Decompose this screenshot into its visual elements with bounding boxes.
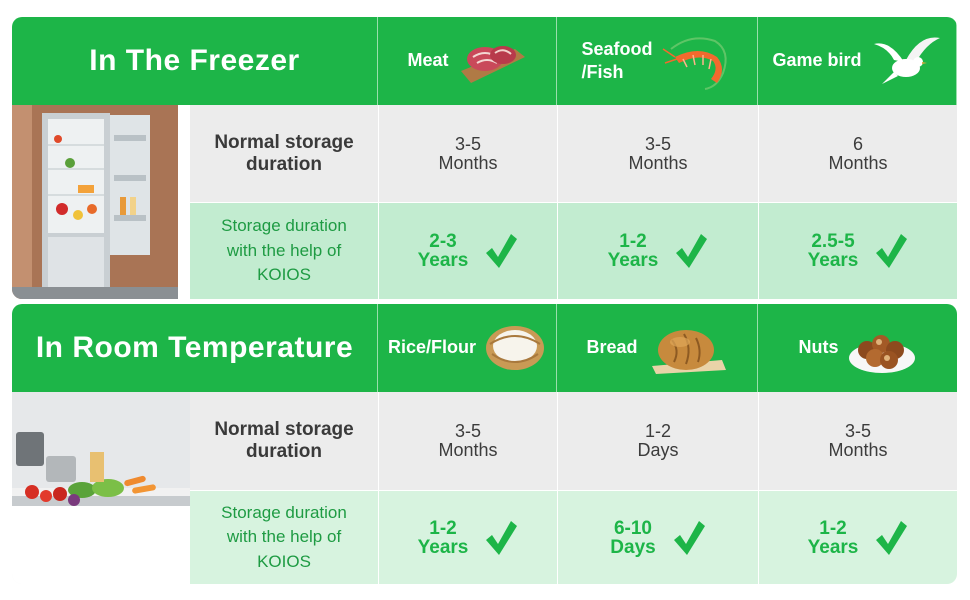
duration-value: 2.5-5 (811, 231, 855, 252)
refrigerator-image (12, 105, 178, 299)
koios-duration-bread: 6-10 Days (557, 490, 758, 584)
duration-value: 6-10 (613, 517, 652, 539)
normal-duration-gamebird: 6 Months (758, 105, 957, 202)
food-header-rice: Rice/Flour (378, 304, 557, 392)
checkmark-icon (874, 519, 908, 557)
food-label: Rice/Flour (387, 337, 476, 358)
duration-unit: Months (628, 152, 688, 173)
duration-value: 3-5 (844, 421, 871, 442)
duration-value: 1-2 (819, 517, 847, 539)
room-temperature-section: In Room Temperature Rice/Flour Bread Nut… (12, 304, 957, 584)
koios-storage-label: Storage duration with the help of KOIOS (190, 490, 378, 584)
duration-unit: Days (637, 440, 679, 460)
checkmark-icon (674, 232, 708, 270)
normal-storage-label: Normal storage duration (190, 105, 378, 202)
duration-unit: Months (438, 152, 498, 173)
duration-value: 3-5 (454, 133, 481, 154)
duration-value: 3-5 (644, 133, 671, 154)
normal-duration-rice: 3-5 Months (378, 392, 557, 490)
duration-value: 1-2 (429, 517, 457, 539)
duration-value: 2-3 (429, 231, 457, 252)
duration-unit: Months (828, 440, 888, 460)
food-label: Bread (586, 337, 638, 358)
freezer-table-body: Normal storage duration 3-5 Months 3-5 Mon… (190, 105, 957, 299)
duration-unit: Days (610, 536, 656, 558)
koios-storage-label: Storage duration with the help of KOIOS (190, 202, 378, 299)
refrigerator-photo (12, 105, 178, 299)
food-header-seafood: Seafood /Fish (557, 17, 758, 105)
duration-unit: Years (417, 250, 469, 271)
bread-icon (651, 330, 726, 374)
food-header-meat: Meat (378, 17, 557, 105)
duration-unit: Months (438, 440, 498, 460)
food-label: Meat (407, 50, 449, 71)
duration-value: 1-2 (619, 231, 647, 252)
duration-unit: Years (807, 536, 859, 558)
koios-duration-gamebird: 2.5-5 Years (758, 202, 957, 299)
checkmark-icon (874, 232, 908, 270)
food-label: Game bird (772, 50, 862, 71)
koios-duration-rice: 1-2 Years (378, 490, 557, 584)
normal-duration-meat: 3-5 Months (378, 105, 557, 202)
duration-value: 3-5 (454, 421, 481, 442)
shrimp-icon (662, 37, 727, 90)
koios-duration-meat: 2-3 Years (378, 202, 557, 299)
food-header-nuts: Nuts (758, 304, 957, 392)
freezer-section: In The Freezer Meat Seafood /Fish Game b… (12, 17, 957, 299)
freezer-left-block (12, 105, 378, 299)
checkmark-icon (672, 519, 706, 557)
normal-storage-label: Normal storage duration (190, 392, 378, 490)
nuts-icon (848, 335, 915, 373)
normal-duration-seafood: 3-5 Months (557, 105, 758, 202)
checkmark-icon (484, 232, 518, 270)
normal-duration-nuts: 3-5 Months (758, 392, 957, 490)
normal-duration-bread: 1-2 Days (557, 392, 758, 490)
room-title-cell: In Room Temperature (12, 304, 378, 392)
duration-value: 6 (852, 133, 863, 154)
duration-unit: Years (417, 536, 469, 558)
duration-unit: Years (807, 250, 859, 271)
food-label: Seafood /Fish (581, 38, 653, 82)
food-label: Nuts (798, 337, 839, 358)
freezer-title-cell: In The Freezer (12, 17, 378, 105)
koios-duration-nuts: 1-2 Years (758, 490, 957, 584)
food-header-bread: Bread (557, 304, 758, 392)
meat-icon (460, 46, 525, 83)
food-header-gamebird: Game bird (758, 17, 957, 105)
kitchen-image (12, 392, 190, 584)
duration-unit: Months (828, 152, 888, 173)
checkmark-icon (484, 519, 518, 557)
freezer-title: In The Freezer (89, 44, 300, 77)
room-title: In Room Temperature (35, 331, 354, 364)
rice-bowl-icon (486, 326, 544, 370)
bird-icon (873, 37, 940, 84)
duration-unit: Years (607, 250, 659, 271)
koios-duration-seafood: 1-2 Years (557, 202, 758, 299)
kitchen-photo (12, 392, 190, 584)
duration-value: 1-2 (644, 421, 671, 442)
room-table-body: Normal storage duration 3-5 Months 1-2 Day… (190, 392, 957, 584)
